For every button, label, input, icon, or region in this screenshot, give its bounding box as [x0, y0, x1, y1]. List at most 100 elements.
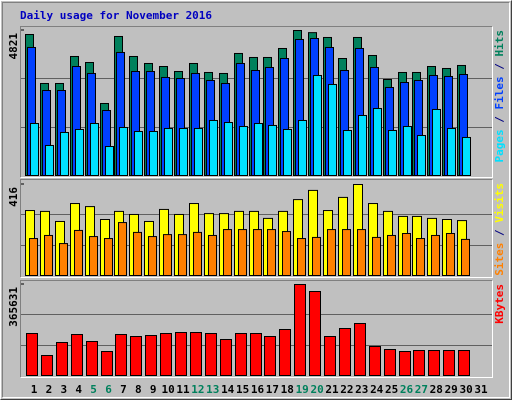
x-tick-label: 9 [150, 383, 157, 396]
bar [324, 335, 336, 377]
bar [59, 243, 68, 276]
bar [149, 130, 158, 176]
legend-entry: Sites [493, 243, 506, 276]
bar [163, 234, 172, 276]
panel-border [20, 179, 493, 278]
legend: Sites / Visits [493, 183, 506, 276]
x-tick-label: 2 [46, 383, 53, 396]
x-tick-label: 31 [474, 383, 488, 396]
legend-separator: / [493, 57, 506, 77]
legend-separator: / [493, 223, 506, 243]
bar [105, 146, 114, 176]
bar [417, 134, 426, 176]
bar [399, 350, 411, 377]
legend-entry: Files [493, 76, 506, 109]
x-tick-label: 26 [400, 383, 414, 396]
bar [446, 233, 455, 276]
bar [458, 349, 470, 376]
x-tick-label: 7 [120, 383, 127, 396]
bar [267, 229, 276, 276]
bar [29, 238, 38, 276]
x-tick-label: 15 [236, 383, 249, 396]
bar [339, 327, 351, 377]
bar [194, 127, 203, 176]
bar [428, 349, 440, 376]
bar [89, 236, 98, 276]
bar [282, 231, 291, 276]
bar [60, 131, 69, 176]
x-tick-label: 13 [206, 383, 219, 396]
bar [86, 340, 98, 377]
bar [101, 350, 113, 377]
bar [416, 238, 425, 276]
bar [193, 231, 202, 276]
bar [30, 122, 39, 177]
bar [208, 234, 217, 276]
legend-entry: KBytes [493, 284, 506, 324]
bar [313, 74, 322, 176]
bar [205, 332, 217, 377]
bar [384, 348, 396, 377]
x-tick-label: 11 [176, 383, 190, 396]
bar [90, 122, 99, 177]
bar [104, 238, 113, 276]
bar [224, 122, 233, 176]
panel-border [20, 26, 493, 178]
bar [358, 114, 367, 176]
x-tick-label: 20 [310, 383, 323, 396]
bar [372, 236, 381, 276]
bar [283, 128, 292, 176]
bevel [2, 2, 510, 398]
bar [354, 322, 366, 376]
bar [357, 229, 366, 276]
bar [220, 338, 232, 376]
bar [190, 331, 202, 376]
x-tick-label: 25 [385, 383, 398, 396]
bar [74, 229, 83, 276]
bar [164, 127, 173, 176]
bar [264, 335, 276, 377]
x-tick-label: 23 [355, 383, 368, 396]
bar [41, 354, 53, 376]
bar [297, 238, 306, 276]
bar [56, 341, 68, 376]
panel-border [20, 179, 493, 278]
bar [118, 222, 127, 276]
bar [253, 229, 262, 276]
bar [403, 126, 412, 177]
x-tick-label: 30 [459, 383, 472, 396]
bar [75, 128, 84, 176]
bar [431, 234, 440, 276]
x-tick-label: 1 [31, 383, 38, 396]
x-tick-label: 28 [430, 383, 443, 396]
x-tick-label: 17 [266, 383, 279, 396]
y-tick-label: 416 [7, 187, 20, 207]
bar [130, 335, 142, 377]
x-tick-label: 21 [325, 383, 339, 396]
bar [342, 229, 351, 276]
x-tick-label: 4 [75, 383, 82, 396]
bar [133, 231, 142, 276]
y-tick-label: 365631 [7, 287, 20, 327]
bar [235, 332, 247, 377]
bar [160, 332, 172, 377]
bar [402, 233, 411, 276]
bar [268, 124, 277, 176]
legend-separator: / [493, 110, 506, 130]
bar [238, 229, 247, 276]
bar [294, 284, 306, 376]
bar [71, 333, 83, 376]
bar [461, 238, 470, 276]
bar [443, 349, 455, 376]
bar [343, 130, 352, 177]
x-tick-label: 29 [445, 383, 458, 396]
bar [432, 108, 441, 176]
bevel [2, 2, 510, 398]
bar [179, 127, 188, 176]
bar [45, 144, 54, 176]
bar [26, 332, 38, 377]
x-tick-label: 27 [415, 383, 428, 396]
legend-entry: Pages [493, 129, 506, 162]
